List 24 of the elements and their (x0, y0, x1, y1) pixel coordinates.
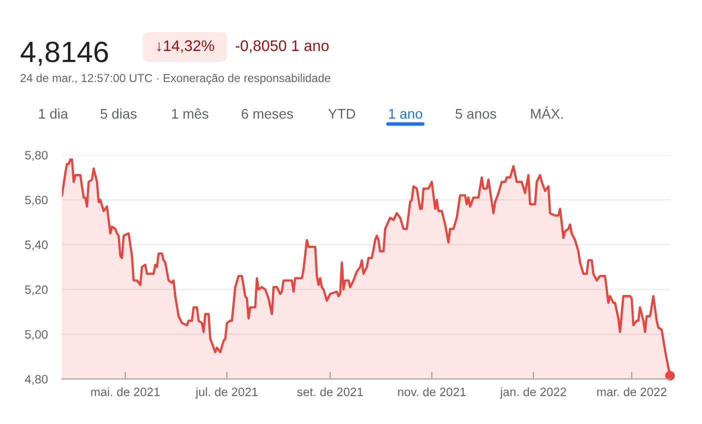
text: ↓14,32% (157, 40, 214, 53)
y-tick-label: 5,60 (25, 196, 48, 206)
text: 1 dia (39, 108, 68, 119)
y-tick-label: 4,80 (24, 374, 48, 385)
text: -0,8050 1 ano (236, 40, 329, 53)
x-tick-label: jul. de 2021 (195, 387, 258, 399)
y-tick-label: 5,00 (25, 330, 48, 340)
chart-subtitle: 24 de mar., 12:57:00 UTC · Exoneração de responsabilidade (20, 74, 330, 84)
x-tick-label: set. de 2021 (297, 387, 363, 396)
y-tick-label: 5,20 (25, 285, 48, 296)
chart-title: 4,8146 (20, 42, 108, 66)
x-tick-label: jan. de 2022 (500, 387, 566, 399)
y-tick-label: 5,80 (25, 150, 48, 161)
x-tick-label: nov. de 2021 (398, 387, 466, 396)
text: MÁX. (531, 106, 563, 119)
y-tick-label: 5,40 (25, 240, 48, 251)
text: 1 ano (389, 109, 422, 119)
text: 1 mês (172, 108, 208, 119)
text: 6 meses (242, 108, 293, 119)
text: YTD (328, 109, 356, 119)
text: 5 dias (100, 108, 137, 119)
text: 5 anos (456, 109, 496, 119)
x-tick-label: mai. de 2021 (91, 387, 160, 396)
x-tick-label: mar. de 2022 (597, 387, 666, 396)
